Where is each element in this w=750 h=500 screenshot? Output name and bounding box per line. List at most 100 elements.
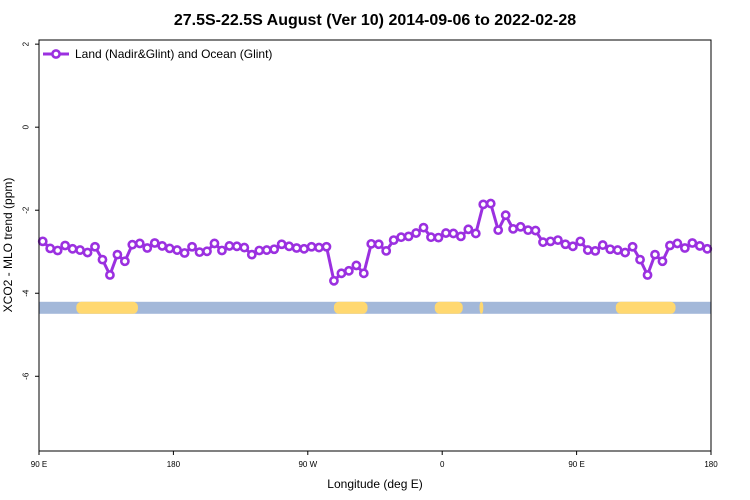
data-point [411,228,421,238]
data-point [605,244,616,255]
y-tick-label: -4 [22,289,31,297]
land-segment [479,301,484,314]
x-tick-label: 90 W [298,460,317,469]
x-tick-label: 90 E [568,460,584,469]
data-point [627,241,638,252]
data-point [306,241,317,252]
data-point [202,246,212,257]
data-point [687,238,698,248]
data-point [553,235,563,246]
data-point [261,245,272,255]
y-axis: 2 0 -2 -4 -6 [22,41,39,380]
y-axis-label: XCO2 - MLO trend (ppm) [1,178,15,313]
data-point [134,238,145,249]
data-point [702,243,713,254]
data-point [321,241,332,252]
land-segment [333,301,368,314]
data-point [694,241,705,251]
data-point [403,231,414,242]
data-point [635,254,645,265]
data-point [269,244,280,255]
data-point [164,243,175,254]
data-point [560,239,571,250]
y-tick-label: -2 [22,206,31,214]
data-point [336,268,347,279]
data-point [231,241,242,252]
data-point [470,228,481,239]
data-point [672,238,683,249]
data-point [142,243,153,253]
data-point [567,241,578,252]
data-point [52,245,63,256]
data-point [500,210,511,221]
data-point [172,245,183,255]
data-point [149,238,160,248]
ocean-strip [39,301,711,314]
data-point [455,231,466,242]
data-point [90,241,100,252]
y-tick-label: 0 [22,124,31,129]
data-point [381,245,392,256]
data-point [239,242,250,253]
data-point [157,241,168,251]
data-point [366,238,377,249]
x-tick-label: 180 [704,460,718,469]
data-point [650,249,660,260]
data-point [463,224,474,235]
y-tick-label: 2 [22,41,31,46]
data-point [538,237,548,248]
x-axis: 90 E 180 90 W 0 90 E 180 [31,451,718,469]
data-point [351,260,362,271]
data-point [45,243,56,254]
data-point [37,236,48,247]
data-point [224,241,235,251]
data-point [657,256,668,267]
land-segment [76,301,138,314]
data-point [187,241,197,252]
data-point [358,268,369,279]
data-point [612,245,623,255]
data-point [112,249,123,260]
data-point [396,232,407,243]
data-point [441,228,451,238]
data-point [299,243,309,254]
data-point [515,221,526,232]
data-point [284,241,295,252]
data-point [67,243,78,254]
data-point [642,270,653,280]
plot-area [37,39,713,452]
data-point [478,199,489,210]
data-point [343,265,354,276]
data-point [179,248,190,258]
data-point [620,247,631,258]
data-point [82,247,93,258]
data-point [60,240,71,251]
data-point [597,240,608,250]
plot-frame [38,39,712,452]
x-tick-label: 180 [167,460,181,469]
legend-marker [51,49,61,59]
data-point [388,235,399,246]
data-point [590,245,601,256]
legend: Land (Nadir&Glint) and Ocean (Glint) [43,47,272,61]
data-point [75,245,85,255]
data-point [373,239,384,250]
data-point [418,222,429,233]
data-point [291,243,302,253]
data-point [127,239,138,250]
data-point [97,254,108,265]
x-axis-label: Longitude (deg E) [327,477,422,491]
chart-title: 27.5S-22.5S August (Ver 10) 2014-09-06 t… [174,12,576,29]
data-point [217,245,227,256]
data-point [433,232,444,243]
data-point [493,225,504,236]
x-tick-label: 0 [440,460,445,469]
land-segment [615,301,676,314]
data-point [426,232,436,243]
data-point [448,228,459,239]
data-point [314,242,324,253]
data-point [545,236,556,247]
data-point [276,239,287,250]
data-point [508,223,519,234]
